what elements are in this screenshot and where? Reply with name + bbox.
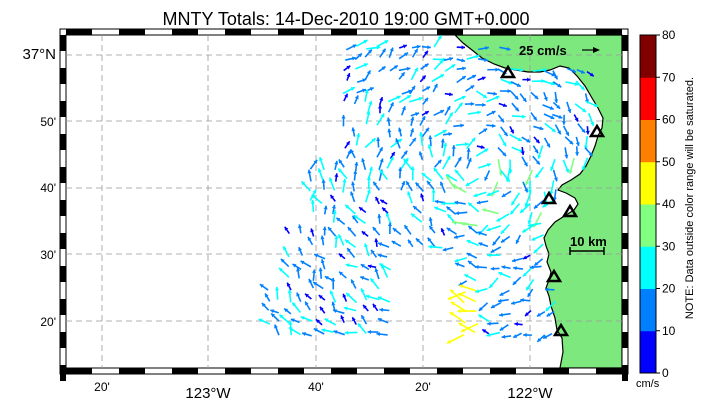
colorbar-swatch <box>640 246 656 289</box>
land-mass <box>454 35 622 368</box>
colorbar-note: NOTE: Data outside color range will be s… <box>684 77 696 319</box>
lon-label: 123°W <box>185 385 231 402</box>
colorbar-tick-label: 60 <box>662 113 676 127</box>
colorbar-tick-label: 50 <box>662 155 676 169</box>
colorbar-tick-label: 70 <box>662 70 676 84</box>
lat-label: 20' <box>40 315 56 329</box>
colorbar-tick-label: 80 <box>662 28 676 42</box>
lat-label: 50' <box>40 115 56 129</box>
station-marker-icon <box>552 322 570 337</box>
colorbar-swatch <box>640 330 656 374</box>
station-marker-icon <box>499 64 517 79</box>
colorbar-swatch <box>640 35 656 78</box>
colorbar-tick-label: 10 <box>662 324 676 338</box>
colorbar-unit: cm/s <box>636 378 660 390</box>
colorbar-tick-label: 20 <box>662 282 676 296</box>
colorbar-tick-label: 0 <box>662 366 669 380</box>
colorbar-swatch <box>640 119 656 163</box>
lon-label: 20' <box>94 380 110 394</box>
lon-label: 20' <box>415 380 431 394</box>
station-marker-icon <box>540 190 558 205</box>
colorbar: 80 70 60 50 40 30 20 10 0 cm/s NOTE: Data outsid… <box>636 28 696 390</box>
colorbar-swatch <box>640 77 656 120</box>
colorbar-swatch <box>640 204 656 247</box>
lon-label: 122°W <box>507 385 553 402</box>
scale-vector: 25 cm/s <box>519 43 600 58</box>
scale-bar-label: 10 km <box>570 234 607 249</box>
station-markers <box>499 64 606 337</box>
station-marker-icon <box>545 268 563 283</box>
lon-label: 40' <box>308 380 324 394</box>
colorbar-tick-label: 40 <box>662 197 676 211</box>
scale-vector-label: 25 cm/s <box>519 43 567 58</box>
current-vectors <box>258 35 599 344</box>
lat-label: 30' <box>40 248 56 262</box>
map-title: MNTY Totals: 14-Dec-2010 19:00 GMT+0.000 <box>162 9 529 29</box>
lat-label: 37°N <box>22 46 56 63</box>
colorbar-swatch <box>640 288 656 332</box>
scale-bar: 10 km <box>569 234 607 255</box>
station-marker-icon <box>561 203 579 218</box>
colorbar-swatch <box>640 161 656 205</box>
colorbar-tick-label: 30 <box>662 239 676 253</box>
station-marker-icon <box>588 123 606 138</box>
lat-label: 40' <box>40 181 56 195</box>
